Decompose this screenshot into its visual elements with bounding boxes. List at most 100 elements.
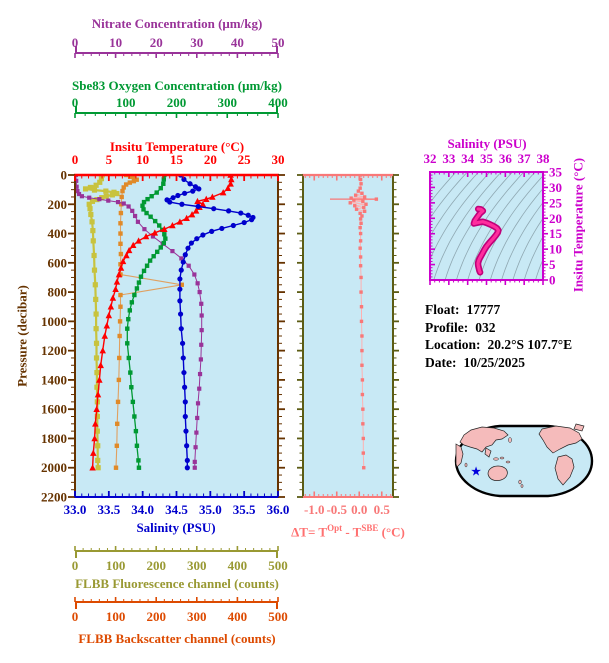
svg-text:-0.5: -0.5	[326, 502, 347, 517]
svg-text:200: 200	[146, 558, 166, 573]
svg-text:0: 0	[61, 168, 68, 183]
delta-title-sup2: SBE	[361, 523, 379, 533]
fluorescence-axis-title: FLBB Fluorescence channel (counts)	[75, 576, 279, 591]
svg-text:30: 30	[549, 180, 562, 195]
svg-text:0: 0	[72, 35, 79, 50]
delta-panel-axes: -1.0 -0.5 0.0 0.5	[297, 173, 399, 517]
landmass-se-asia	[484, 447, 492, 458]
svg-text:33.5: 33.5	[97, 502, 120, 517]
svg-text:1000: 1000	[41, 314, 67, 329]
svg-text:800: 800	[48, 285, 68, 300]
ts-plot-title: Salinity (PSU)	[447, 136, 527, 151]
svg-text:38: 38	[537, 151, 551, 166]
svg-text:300: 300	[187, 558, 207, 573]
svg-text:20: 20	[204, 152, 217, 167]
svg-text:33: 33	[442, 151, 456, 166]
landmass-north-america	[538, 425, 583, 454]
svg-text:20: 20	[150, 35, 163, 50]
island	[508, 437, 512, 443]
temperature-axis-title: Insitu Temperature (°C)	[109, 139, 245, 154]
svg-text:37: 37	[518, 151, 532, 166]
main-plot-axes: 0200400600800100012001400160018002000220…	[41, 152, 289, 517]
svg-text:100: 100	[116, 95, 136, 110]
landmass-greenland	[573, 423, 585, 432]
island	[464, 462, 468, 468]
svg-text:400: 400	[268, 95, 288, 110]
svg-text:1600: 1600	[41, 402, 67, 417]
svg-text:40: 40	[231, 35, 244, 50]
delta-title-pre: ΔT= T	[291, 524, 328, 540]
salinity-profile	[164, 175, 256, 471]
delta-t-profile	[330, 175, 379, 470]
svg-text:100: 100	[106, 609, 126, 624]
landmass-australia	[487, 465, 508, 481]
svg-text:35: 35	[480, 151, 494, 166]
profile-value: 032	[475, 319, 496, 335]
svg-text:1200: 1200	[41, 343, 67, 358]
svg-text:200: 200	[146, 609, 166, 624]
location-line: Location: 20.2°S 107.7°E	[425, 336, 572, 354]
svg-text:0: 0	[72, 609, 79, 624]
svg-text:500: 500	[268, 558, 288, 573]
world-map: ★	[454, 423, 594, 498]
svg-text:0: 0	[72, 152, 79, 167]
float-id-line: Float: 17777	[425, 301, 572, 319]
island	[518, 479, 522, 485]
svg-text:30: 30	[190, 35, 203, 50]
svg-text:400: 400	[228, 609, 248, 624]
svg-text:35.0: 35.0	[199, 502, 222, 517]
svg-text:2000: 2000	[41, 460, 67, 475]
svg-text:2200: 2200	[41, 490, 67, 505]
date-line: Date: 10/25/2025	[425, 354, 572, 372]
svg-text:-1.0: -1.0	[304, 502, 325, 517]
nitrate-axis: 0 10 20 30 40 50	[72, 35, 285, 58]
nitrate-profile	[75, 175, 204, 470]
location-value: 20.2°S 107.7°E	[487, 337, 573, 352]
float-location-star: ★	[471, 466, 481, 478]
svg-text:20: 20	[549, 211, 562, 226]
delta-title-mid: - T	[342, 524, 362, 540]
svg-text:15: 15	[549, 226, 563, 241]
landmass-eurasia	[459, 426, 509, 453]
svg-text:5: 5	[549, 257, 556, 272]
backscatter-axis-title: FLBB Backscatter channel (counts)	[78, 631, 276, 646]
delta-title-post: (°C)	[378, 524, 405, 540]
svg-text:200: 200	[167, 95, 187, 110]
float-value: 17777	[466, 302, 501, 317]
svg-text:25: 25	[238, 152, 252, 167]
svg-text:10: 10	[549, 242, 562, 257]
salinity-axis-title: Salinity (PSU)	[136, 520, 216, 535]
island	[520, 484, 524, 488]
ts-isopycnal-contours	[430, 172, 543, 280]
island	[493, 457, 499, 461]
svg-text:400: 400	[48, 226, 68, 241]
svg-text:200: 200	[48, 197, 68, 212]
svg-text:1800: 1800	[41, 431, 67, 446]
delta-t-axis-title: ΔT= TOpt - TSBE (°C)	[268, 521, 428, 539]
island	[505, 460, 511, 464]
date-value: 10/25/2025	[463, 354, 525, 370]
svg-text:400: 400	[228, 558, 248, 573]
ts-curve	[470, 205, 502, 276]
svg-text:0: 0	[72, 95, 79, 110]
svg-text:32: 32	[424, 151, 437, 166]
date-label: Date:	[425, 354, 457, 370]
svg-text:100: 100	[106, 558, 126, 573]
svg-text:1400: 1400	[41, 372, 67, 387]
svg-text:5: 5	[106, 152, 113, 167]
oxygen-profile	[125, 175, 168, 470]
profile-label: Profile:	[425, 319, 469, 335]
svg-text:36: 36	[499, 151, 513, 166]
svg-text:35.5: 35.5	[233, 502, 256, 517]
svg-text:50: 50	[272, 35, 285, 50]
oxygen-axis-title: Sbe83 Oxygen Concentration (μm/kg)	[72, 78, 282, 93]
nitrate-axis-title: Nitrate Concentration (μm/kg)	[91, 16, 263, 31]
svg-text:300: 300	[218, 95, 238, 110]
profile-line: Profile: 032	[425, 319, 572, 337]
svg-text:0: 0	[72, 558, 79, 573]
svg-text:36.0: 36.0	[267, 502, 290, 517]
delta-title-sup1: Opt	[327, 523, 343, 533]
svg-text:0.0: 0.0	[351, 502, 367, 517]
